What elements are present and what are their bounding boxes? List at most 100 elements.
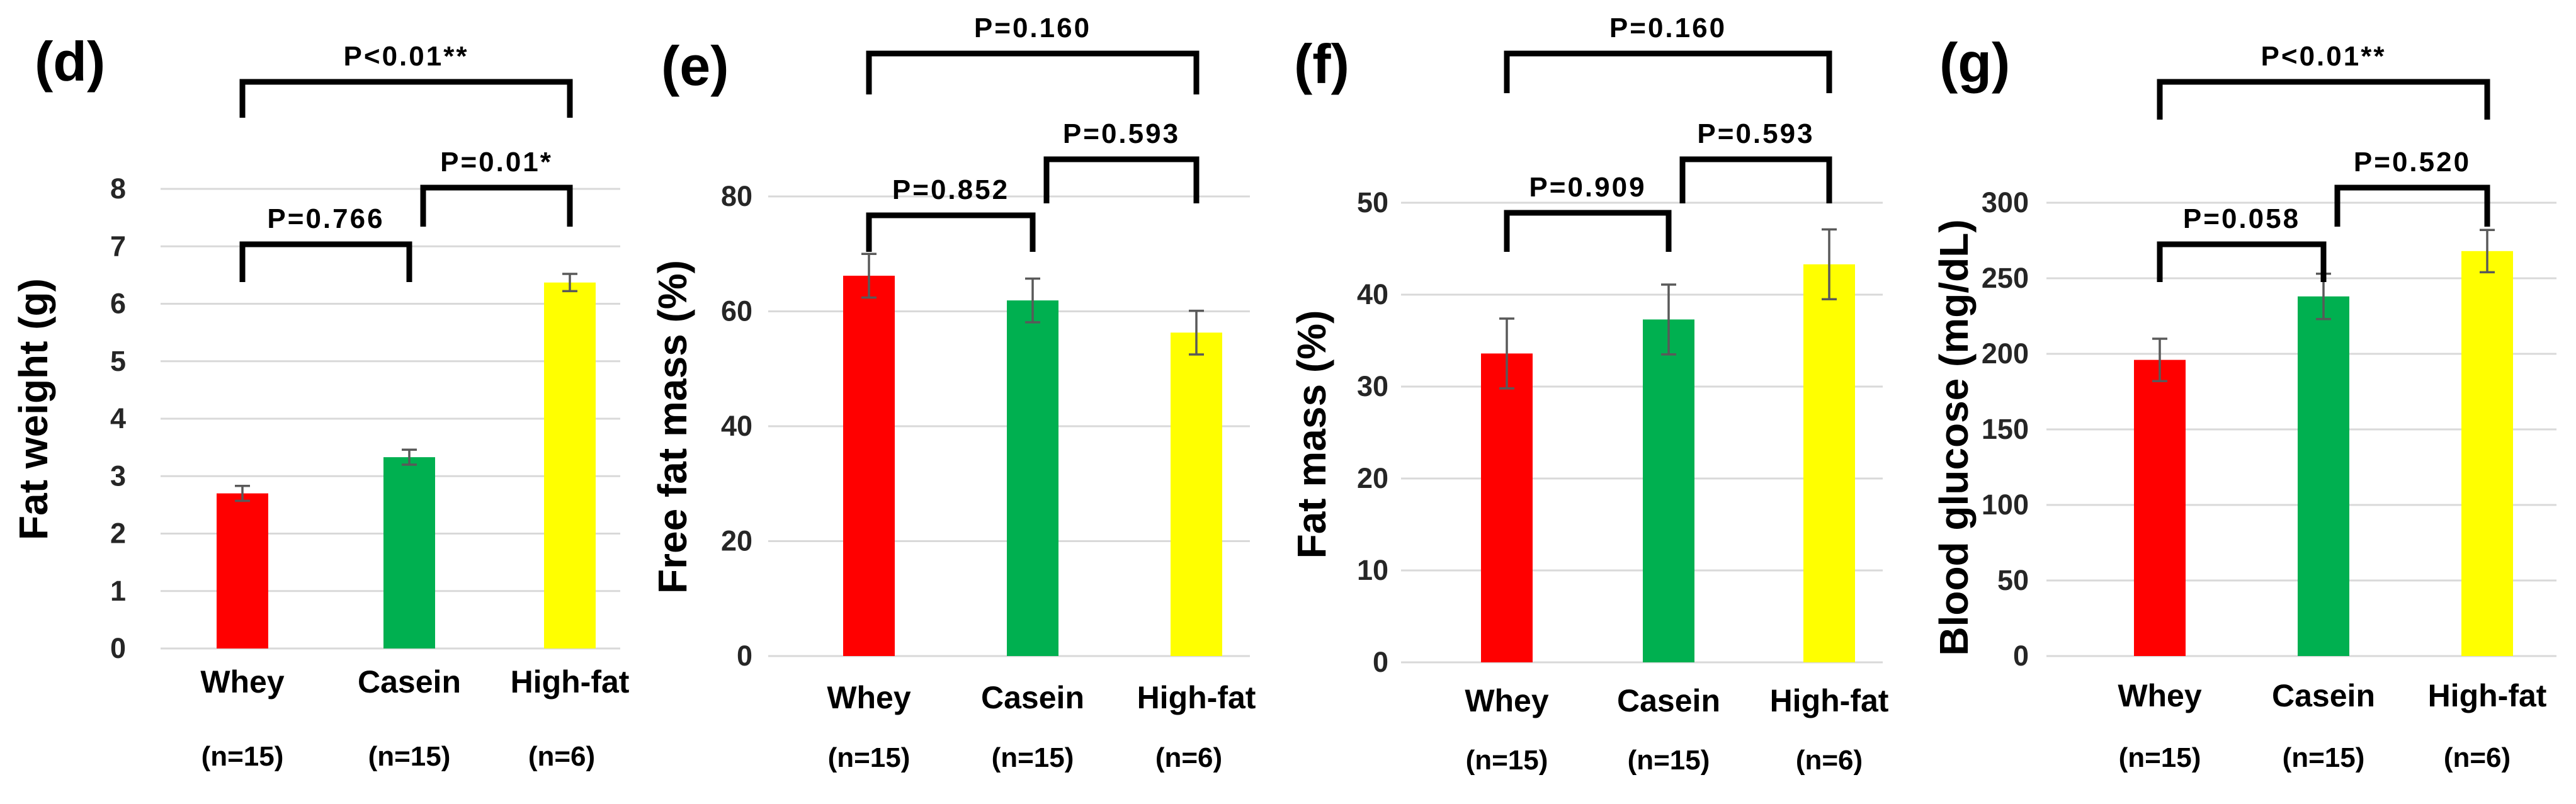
significance-bracket (2157, 241, 2327, 282)
y-tick-label: 7 (110, 230, 126, 262)
bar-whey (843, 275, 895, 656)
significance-bracket (2157, 79, 2490, 120)
n-label-casein: (n=15) (1628, 745, 1710, 776)
panel-g: 0 50 100 150 200 250 300 Whey (n=15) Casein (n=15)… (1931, 31, 2556, 773)
y-tick-label: 150 (1982, 413, 2029, 445)
p-value-label: P<0.01** (344, 41, 469, 72)
significance-bracket (1504, 210, 1672, 252)
bar-casein (383, 457, 435, 648)
y-tick-label: 60 (721, 295, 752, 327)
n-label-whey: (n=15) (1466, 745, 1548, 776)
n-label-casein: (n=15) (368, 741, 451, 772)
bar-casein (2298, 296, 2349, 656)
n-label-high-fat: (n=6) (2444, 742, 2511, 773)
significance-bracket (866, 50, 1200, 94)
p-value-label: P=0.520 (2354, 147, 2471, 178)
n-label-high-fat: (n=6) (528, 741, 595, 772)
n-label-casein: (n=15) (2283, 742, 2365, 773)
significance-bracket (1504, 50, 1832, 93)
significance-bracket (239, 79, 573, 118)
bar-whey (2134, 360, 2186, 656)
y-tick-label: 0 (737, 640, 752, 672)
y-tick-label: 80 (721, 180, 752, 212)
y-tick-label: 1 (110, 575, 126, 607)
p-value-label: P=0.160 (1609, 13, 1727, 43)
y-tick-label: 6 (110, 288, 126, 320)
y-tick-label: 40 (721, 410, 752, 442)
x-tick-label-whey: Whey (1465, 683, 1549, 718)
panel-d: 0 1 2 3 4 5 6 7 8 Whey (n=15) Casein (n=15) High-fat (… (11, 30, 630, 772)
y-tick-label: 250 (1982, 262, 2029, 294)
significance-bracket (1679, 156, 1832, 203)
y-axis-title: Fat mass (%) (1289, 310, 1334, 559)
y-tick-label: 20 (721, 525, 752, 557)
y-tick-label: 5 (110, 345, 126, 377)
significance-bracket (866, 212, 1036, 252)
y-tick-label: 40 (1357, 278, 1388, 310)
p-value-label: P<0.01** (2261, 41, 2386, 72)
y-axis-title: Free fat mass (%) (650, 260, 695, 594)
bar-high-fat (1803, 264, 1855, 662)
x-tick-label-high-fat: High-fat (511, 664, 630, 699)
y-tick-label: 4 (110, 402, 126, 434)
y-tick-label: 50 (1997, 564, 2029, 596)
significance-bracket (1043, 156, 1200, 203)
bar-whey (217, 493, 268, 648)
bar-casein (1643, 319, 1694, 662)
y-tick-label: 2 (110, 518, 126, 550)
p-value-label: P=0.01* (440, 147, 553, 178)
significance-bracket (239, 241, 412, 282)
p-value-label: P=0.160 (974, 13, 1091, 43)
n-label-whey: (n=15) (201, 741, 284, 772)
panel-f: 0 10 20 30 40 50 Whey (n=15) Casein (n=15) High-fa… (1289, 13, 1889, 776)
p-value-label: P=0.909 (1529, 172, 1646, 203)
y-axis-title: Blood glucose (mg/dL) (1931, 219, 1977, 655)
y-tick-label: 50 (1357, 186, 1388, 218)
bar-whey (1481, 353, 1533, 662)
y-tick-label: 3 (110, 460, 126, 492)
significance-bracket (2334, 184, 2490, 227)
n-label-whey: (n=15) (828, 742, 911, 773)
x-tick-label-casein: Casein (1617, 683, 1720, 718)
y-tick-label: 30 (1357, 370, 1388, 402)
x-tick-label-high-fat: High-fat (1770, 683, 1889, 718)
bar-high-fat (544, 282, 596, 648)
n-label-whey: (n=15) (2119, 742, 2201, 773)
y-tick-label: 0 (1373, 646, 1388, 678)
y-tick-label: 10 (1357, 554, 1388, 586)
x-tick-label-casein: Casein (2272, 678, 2375, 713)
y-axis-title: Fat weight (g) (11, 278, 56, 540)
panel-label: (f) (1294, 33, 1349, 95)
x-tick-label-high-fat: High-fat (2428, 678, 2547, 713)
x-tick-label-whey: Whey (200, 664, 285, 699)
y-tick-label: 0 (110, 632, 126, 664)
p-value-label: P=0.058 (2183, 203, 2300, 234)
x-tick-label-casein: Casein (358, 664, 461, 699)
x-tick-label-whey: Whey (827, 680, 911, 715)
x-tick-label-whey: Whey (2118, 678, 2202, 713)
panel-e: 0 20 40 60 80 Whey (n=15) Casein (n=15) High-fat (… (650, 13, 1256, 773)
p-value-label: P=0.593 (1697, 118, 1814, 149)
x-tick-label-casein: Casein (981, 680, 1084, 715)
panel-label: (d) (35, 30, 105, 93)
p-value-label: P=0.593 (1063, 118, 1180, 149)
bar-high-fat (2461, 251, 2513, 656)
y-tick-label: 200 (1982, 337, 2029, 370)
y-tick-label: 8 (110, 173, 126, 205)
x-tick-label-high-fat: High-fat (1137, 680, 1256, 715)
bar-casein (1007, 300, 1058, 657)
y-tick-label: 0 (2013, 640, 2029, 672)
panel-label: (e) (661, 35, 729, 97)
n-label-casein: (n=15) (992, 742, 1074, 773)
panel-label: (g) (1939, 31, 2010, 94)
y-tick-label: 300 (1982, 186, 2029, 218)
bar-high-fat (1171, 332, 1222, 656)
p-value-label: P=0.766 (267, 203, 384, 234)
n-label-high-fat: (n=6) (1796, 745, 1863, 776)
y-tick-label: 20 (1357, 462, 1388, 494)
significance-bracket (420, 184, 573, 227)
n-label-high-fat: (n=6) (1155, 742, 1222, 773)
p-value-label: P=0.852 (892, 174, 1009, 205)
y-tick-label: 100 (1982, 489, 2029, 521)
